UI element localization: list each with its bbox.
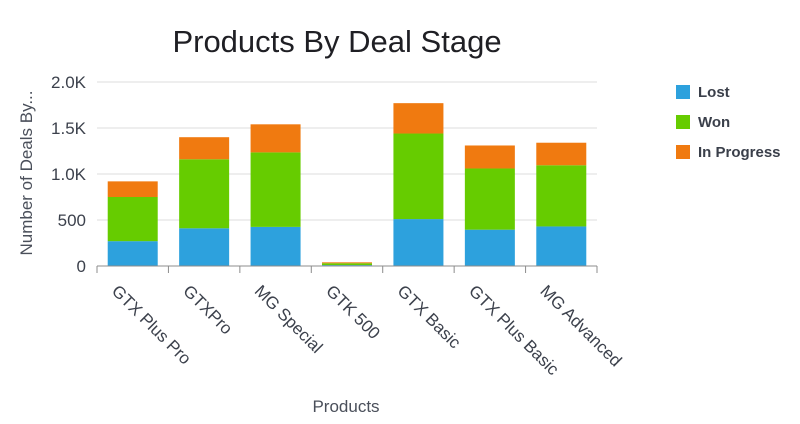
x-axis-title: Products <box>312 397 379 416</box>
grid <box>97 81 597 221</box>
bar-in-progress[interactable] <box>179 137 230 160</box>
bar-in-progress[interactable] <box>107 181 158 197</box>
x-tick-label: GTK 500 <box>322 281 384 343</box>
bar-won[interactable] <box>322 263 372 266</box>
bar-lost[interactable] <box>464 229 515 266</box>
y-tick-label: 1.0K <box>51 165 87 184</box>
bars <box>107 103 587 266</box>
bar-in-progress[interactable] <box>536 142 587 166</box>
bar-lost[interactable] <box>536 226 587 266</box>
x-tick-label: GTX Basic <box>394 281 465 352</box>
bar-in-progress[interactable] <box>464 145 515 169</box>
x-tick-label: GTXPro <box>179 281 236 338</box>
x-tick-label: MG Special <box>251 281 327 357</box>
bar-won[interactable] <box>250 152 301 227</box>
bar-in-progress[interactable] <box>250 124 301 153</box>
y-tick-label: 2.0K <box>51 73 87 92</box>
bar-won[interactable] <box>536 165 587 227</box>
chart-title: Products By Deal Stage <box>172 24 501 59</box>
legend-swatch <box>676 115 690 129</box>
y-axis-ticks: 0 500 1.0K 1.5K 2.0K <box>51 73 87 276</box>
bar-lost[interactable] <box>107 241 158 266</box>
legend-item[interactable]: Won <box>676 114 730 131</box>
legend-label: Won <box>698 114 730 131</box>
y-tick-label: 500 <box>58 211 86 230</box>
y-axis-title: Number of Deals By... <box>17 90 36 255</box>
bar-lost[interactable] <box>179 228 230 266</box>
bar-won[interactable] <box>107 197 158 242</box>
bar-won[interactable] <box>179 159 230 229</box>
bar-won[interactable] <box>393 133 444 220</box>
bar-lost[interactable] <box>393 219 444 266</box>
legend-swatch <box>676 85 690 99</box>
legend: Lost Won In Progress <box>676 84 781 161</box>
legend-item[interactable]: Lost <box>676 84 730 101</box>
legend-label: Lost <box>698 84 730 101</box>
bar-won[interactable] <box>464 168 515 230</box>
bar-lost[interactable] <box>250 226 301 266</box>
legend-swatch <box>676 145 690 159</box>
y-tick-label: 1.5K <box>51 119 87 138</box>
bar-in-progress[interactable] <box>393 103 444 134</box>
legend-item[interactable]: In Progress <box>676 144 781 161</box>
y-tick-label: 0 <box>77 257 86 276</box>
bar-in-progress[interactable] <box>322 262 372 264</box>
legend-label: In Progress <box>698 144 781 161</box>
